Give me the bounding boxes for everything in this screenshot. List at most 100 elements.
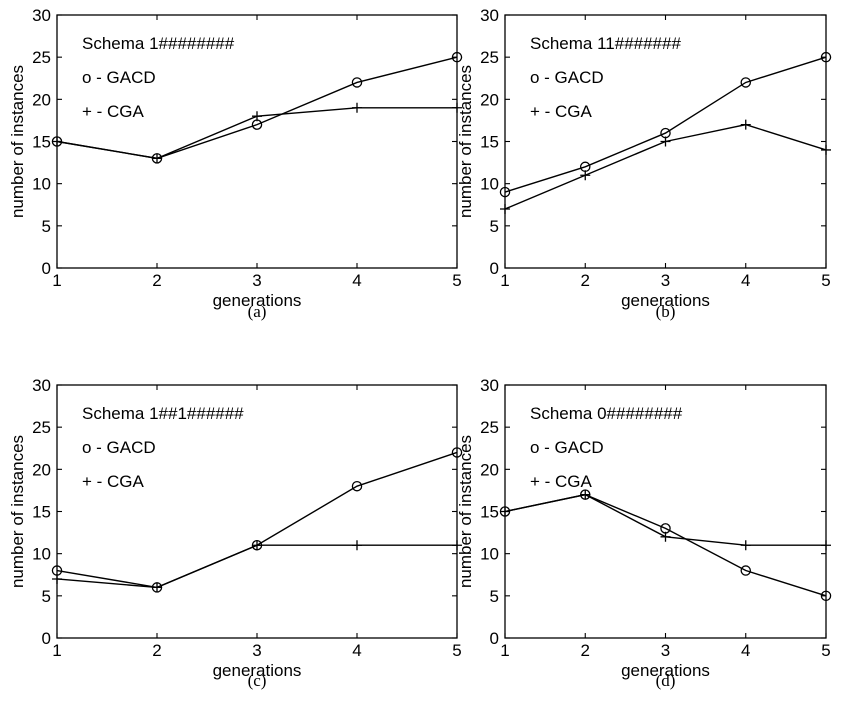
legend-entry: o - GACD [82, 438, 156, 457]
panel-b: 1 2 3 4 5 0 5 10 15 20 25 30 generations number of in… [456, 6, 832, 321]
data-point-circle [351, 77, 363, 88]
y-tick-label: 15 [32, 133, 51, 152]
x-tick-label: 2 [581, 271, 590, 290]
data-point-plus [821, 144, 831, 155]
legend-entry: + - CGA [530, 472, 593, 491]
y-axis-title: number of instances [456, 65, 475, 218]
y-tick-label: 10 [480, 175, 499, 194]
legend-entry: o - GACD [530, 438, 604, 457]
schema-label: Schema 1######## [82, 34, 235, 53]
y-tick-label: 5 [490, 587, 499, 606]
data-point-circle [820, 590, 832, 602]
x-axis-title: generations [213, 661, 302, 680]
data-point-plus [452, 540, 462, 551]
x-tick-label: 4 [352, 641, 361, 660]
y-tick-label: 25 [480, 418, 499, 437]
data-point-circle [451, 447, 463, 458]
y-tick-label: 5 [490, 217, 499, 236]
data-point-circle [820, 51, 832, 63]
x-tick-label: 1 [500, 641, 509, 660]
panel-caption: (b) [656, 302, 676, 321]
legend-entry: + - CGA [530, 102, 593, 121]
data-point-plus [252, 111, 262, 122]
schema-label: Schema 0######## [530, 404, 683, 423]
x-tick-label: 1 [500, 271, 509, 290]
y-tick-label: 20 [32, 460, 51, 479]
data-point-plus [252, 540, 262, 551]
y-tick-label: 25 [32, 418, 51, 437]
panel-caption: (a) [248, 302, 267, 321]
y-tick-label: 30 [32, 6, 51, 25]
y-tick-label: 30 [480, 6, 499, 25]
data-point-plus [580, 489, 591, 500]
series-line-circle [504, 56, 827, 193]
x-axis-title: generations [621, 661, 710, 680]
data-point-plus [152, 153, 162, 164]
x-tick-label: 3 [252, 641, 261, 660]
data-point-plus [660, 136, 671, 147]
x-tick-label: 2 [152, 641, 161, 660]
x-tick-label: 2 [152, 271, 161, 290]
x-tick-label: 2 [581, 641, 590, 660]
data-point-plus [821, 540, 831, 551]
panel-caption: (c) [248, 671, 267, 690]
data-point-plus [352, 102, 362, 113]
data-point-plus [500, 506, 510, 517]
x-axis-title: generations [213, 291, 302, 310]
data-point-circle [499, 186, 511, 198]
y-tick-label: 15 [480, 133, 499, 152]
y-axis-title: number of instances [8, 435, 27, 588]
y-tick-label: 15 [480, 503, 499, 522]
x-tick-label: 3 [661, 641, 670, 660]
data-point-plus [52, 573, 62, 584]
y-tick-label: 25 [480, 48, 499, 67]
panel-c: 1 2 3 4 5 0 5 10 15 20 25 30 generations number of in… [8, 376, 463, 690]
y-tick-label: 30 [32, 376, 51, 395]
x-tick-label: 5 [821, 271, 830, 290]
data-point-circle [740, 77, 752, 88]
x-tick-label: 4 [352, 271, 361, 290]
data-point-plus [352, 540, 362, 551]
y-tick-label: 0 [42, 629, 51, 648]
data-point-plus [740, 119, 751, 130]
legend-entry: + - CGA [82, 102, 145, 121]
y-tick-label: 0 [490, 629, 499, 648]
schema-label: Schema 11####### [530, 34, 681, 53]
x-tick-label: 4 [741, 641, 750, 660]
y-axis-title: number of instances [456, 435, 475, 588]
data-point-circle [740, 565, 752, 576]
data-point-plus [152, 582, 162, 593]
data-point-circle [451, 51, 463, 63]
x-tick-label: 3 [252, 271, 261, 290]
y-tick-label: 10 [32, 545, 51, 564]
data-point-plus [740, 540, 751, 551]
y-tick-label: 15 [32, 503, 51, 522]
x-tick-label: 5 [821, 641, 830, 660]
x-tick-label: 3 [661, 271, 670, 290]
y-tick-label: 5 [42, 587, 51, 606]
legend-entry: o - GACD [82, 68, 156, 87]
x-tick-label: 1 [52, 271, 61, 290]
y-tick-label: 30 [480, 376, 499, 395]
data-point-plus [580, 170, 591, 181]
legend-entry: o - GACD [530, 68, 604, 87]
y-tick-label: 10 [32, 175, 51, 194]
x-tick-label: 1 [52, 641, 61, 660]
data-point-plus [500, 203, 510, 214]
panel-a: 1 2 3 4 5 0 5 10 15 20 25 30 generations number of in… [8, 6, 463, 321]
y-tick-label: 0 [490, 259, 499, 278]
x-tick-label: 4 [741, 271, 750, 290]
y-tick-label: 5 [42, 217, 51, 236]
y-tick-label: 20 [480, 90, 499, 109]
x-axis-title: generations [621, 291, 710, 310]
y-tick-label: 20 [32, 90, 51, 109]
panel-caption: (d) [656, 671, 676, 690]
y-axis-title: number of instances [8, 65, 27, 218]
data-point-circle [351, 480, 363, 492]
y-tick-label: 10 [480, 545, 499, 564]
schema-label: Schema 1##1###### [82, 404, 244, 423]
x-tick-label: 5 [452, 271, 461, 290]
panel-d: 1 2 3 4 5 0 5 10 15 20 25 30 generations number of in… [456, 376, 832, 690]
y-tick-label: 20 [480, 460, 499, 479]
